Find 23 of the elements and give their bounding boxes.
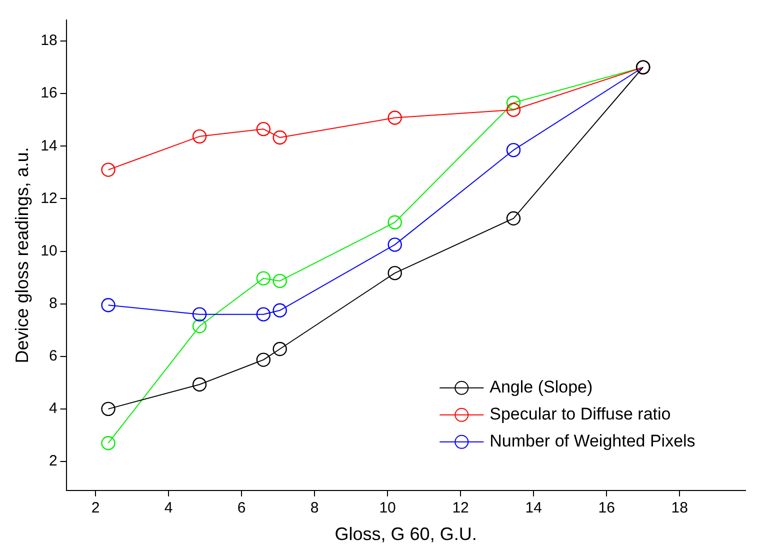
x-tick-label: 10 (379, 500, 396, 517)
x-tick-label: 16 (598, 500, 615, 517)
y-tick-label: 18 (40, 32, 58, 50)
x-tick-label: 12 (452, 500, 469, 517)
y-tick-label: 4 (48, 400, 58, 418)
legend-label: Number of Weighted Pixels (490, 432, 696, 451)
y-tick-label: 2 (48, 452, 58, 470)
x-tick-label: 6 (237, 500, 246, 517)
y-tick-label: 6 (48, 348, 58, 365)
x-tick-label: 4 (164, 500, 173, 517)
y-tick-label: 14 (40, 137, 58, 154)
x-tick-label: 18 (671, 500, 688, 517)
x-tick-label: 14 (525, 500, 542, 517)
y-tick-label: 16 (40, 84, 58, 102)
y-tick-label: 12 (40, 190, 58, 207)
legend-label: Angle (Slope) (490, 378, 593, 397)
x-axis-title: Gloss, G 60, G.U. (334, 524, 477, 544)
x-tick-label: 2 (91, 500, 100, 517)
y-axis-title: Device gloss readings, a.u. (12, 147, 32, 364)
x-tick-label: 8 (310, 500, 319, 517)
y-tick-label: 10 (40, 242, 58, 260)
legend-label: Specular to Diffuse ratio (490, 404, 671, 424)
y-tick-label: 8 (48, 294, 58, 312)
